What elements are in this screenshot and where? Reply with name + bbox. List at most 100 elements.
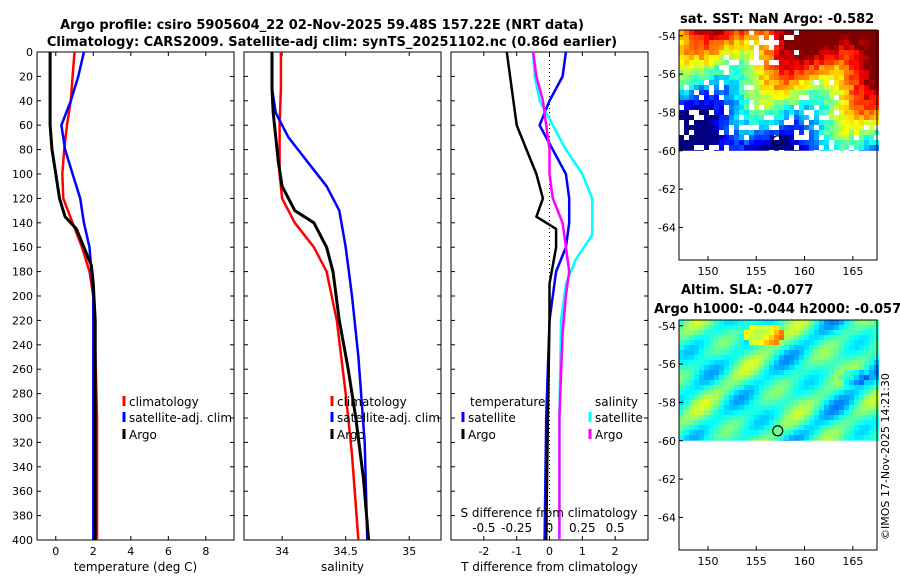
sla-cell (819, 405, 824, 410)
salinity-xtick-label: 34.5 (333, 545, 358, 558)
sst-cell (769, 110, 774, 115)
sst-cell (789, 140, 794, 145)
sst-cell (824, 100, 829, 105)
sla-cell (859, 360, 864, 365)
sst-cell (754, 150, 759, 151)
sst-cell (739, 50, 744, 55)
sst-cell (734, 85, 739, 90)
sla-cell (769, 320, 774, 325)
sst-cell (799, 75, 804, 80)
sst-cell (854, 65, 859, 70)
sla-cell (699, 375, 704, 380)
sst-cell (839, 110, 844, 115)
sst-cell (849, 75, 854, 80)
sst-cell (779, 45, 784, 50)
sst-cell (819, 80, 824, 85)
sla-cell (809, 435, 814, 440)
sst-cell (679, 100, 684, 105)
sst-cell (759, 140, 764, 145)
sla-cell (804, 370, 809, 375)
sla-cell (714, 430, 719, 435)
sst-cell (834, 50, 839, 55)
sst-cell (749, 75, 754, 80)
sla-cell (854, 435, 859, 440)
sla-cell (694, 410, 699, 415)
sla-cell (849, 405, 854, 410)
sst-cell (854, 130, 859, 135)
sla-cell (714, 395, 719, 400)
sst-cell (744, 95, 749, 100)
sla-cell (764, 400, 769, 405)
sla-cell (784, 410, 789, 415)
sst-cell (759, 65, 764, 70)
sla-cell (769, 385, 774, 390)
sla-cell (699, 380, 704, 385)
sst-cell (694, 120, 699, 125)
sst-cell (689, 70, 694, 75)
sst-cell (689, 115, 694, 120)
sla-cell (864, 320, 869, 325)
sst-cell (799, 70, 804, 75)
sst-cell (779, 115, 784, 120)
sla-cell (819, 355, 824, 360)
sst-cell (684, 35, 689, 40)
sst-cell (754, 135, 759, 140)
sst-cell (789, 85, 794, 90)
sst-cell (734, 145, 739, 150)
sst-cell (684, 80, 689, 85)
sst-cell (814, 70, 819, 75)
sla-cell (824, 400, 829, 405)
sla-cell (809, 370, 814, 375)
sst-cell (699, 140, 704, 145)
sla-cell (754, 430, 759, 435)
sla-cell (679, 320, 684, 325)
sla-cell (849, 430, 854, 435)
sst-cell (769, 55, 774, 60)
sla-cell (709, 375, 714, 380)
sla-cell (744, 430, 749, 435)
sla-cell (799, 405, 804, 410)
sla-cell (719, 325, 724, 330)
sla-cell (804, 350, 809, 355)
sla-cell (819, 440, 824, 441)
sla-cell (704, 340, 709, 345)
sla-cell (809, 375, 814, 380)
sst-cell (734, 45, 739, 50)
sla-cell (729, 335, 734, 340)
sst-cell (704, 100, 709, 105)
sla-cell (834, 355, 839, 360)
sla-cell (869, 405, 874, 410)
sst-cell (859, 110, 864, 115)
sla-cell (749, 345, 754, 350)
sst-cell (834, 115, 839, 120)
difference-xtick-label: -1 (511, 545, 522, 558)
sla-cell (779, 345, 784, 350)
sla-cell (864, 435, 869, 440)
sst-cell (824, 135, 829, 140)
sst-cell (864, 145, 869, 150)
sla-cell (789, 395, 794, 400)
sst-cell (729, 105, 734, 110)
sla-cell (749, 430, 754, 435)
sla-cell (759, 345, 764, 350)
sst-cell (739, 35, 744, 40)
sla-cell (809, 420, 814, 425)
sla-cell (849, 425, 854, 430)
sst-cell (739, 100, 744, 105)
sst-cell (704, 35, 709, 40)
sst-cell (799, 65, 804, 70)
sst-cell (799, 115, 804, 120)
sst-cell (704, 85, 709, 90)
sla-cell (694, 370, 699, 375)
sst-cell (824, 35, 829, 40)
sla-cell (719, 345, 724, 350)
sla-cell (709, 355, 714, 360)
sst-cell (789, 100, 794, 105)
sla-cell (764, 375, 769, 380)
sla-cell (754, 375, 759, 380)
sst-cell (824, 55, 829, 60)
sla-cell (839, 395, 844, 400)
sst-cell (709, 60, 714, 65)
sst-cell (739, 45, 744, 50)
sla-cell (719, 350, 724, 355)
